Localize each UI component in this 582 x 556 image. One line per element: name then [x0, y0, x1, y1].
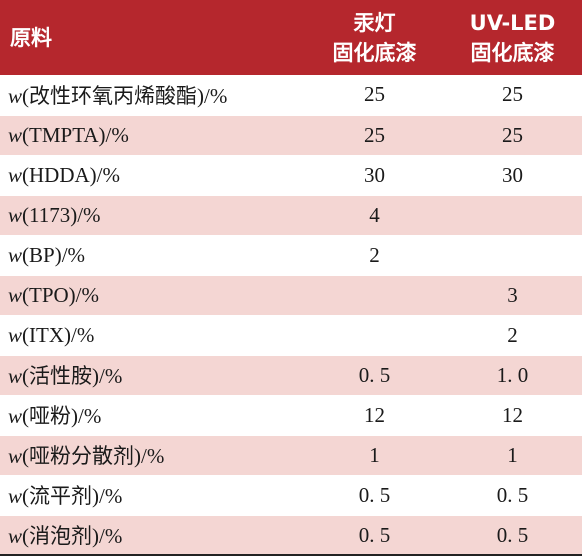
mercury-value: 25	[306, 75, 443, 116]
mercury-value: 25	[306, 115, 443, 156]
row-name: (活性胺)/%	[22, 364, 123, 388]
uvled-value: 25	[443, 75, 582, 116]
row-name: (哑粉分散剂)/%	[22, 444, 165, 468]
row-name: (1173)/%	[22, 202, 101, 227]
mercury-value: 1	[306, 435, 443, 476]
table-row: w(流平剂)/% 0. 5 0. 5	[0, 475, 582, 516]
mercury-value: 4	[306, 195, 443, 236]
uvled-value: 3	[443, 275, 582, 316]
header-uv-led-primer: UV-LED 固化底漆	[443, 0, 582, 75]
row-label: w(TPO)/%	[0, 275, 306, 316]
row-name: (TMPTA)/%	[22, 122, 129, 147]
mercury-value	[306, 275, 443, 316]
uvled-value	[443, 235, 582, 276]
row-label: w(消泡剂)/%	[0, 515, 306, 556]
row-name: (BP)/%	[22, 242, 86, 267]
mercury-value: 12	[306, 395, 443, 436]
uvled-value	[443, 195, 582, 236]
mass-fraction-symbol: w	[8, 524, 23, 548]
uvled-value: 2	[443, 315, 582, 356]
mass-fraction-symbol: w	[8, 364, 23, 388]
mass-fraction-symbol: w	[8, 83, 23, 108]
mass-fraction-symbol: w	[8, 202, 23, 227]
row-label: w(活性胺)/%	[0, 355, 306, 396]
uvled-value: 0. 5	[443, 515, 582, 556]
row-name: (HDDA)/%	[22, 162, 120, 187]
row-name: (流平剂)/%	[22, 484, 123, 508]
mass-fraction-symbol: w	[8, 162, 23, 187]
row-label: w(1173)/%	[0, 195, 306, 236]
table-bottom-rule	[0, 554, 582, 556]
uvled-value: 1. 0	[443, 355, 582, 396]
row-name: (哑粉)/%	[22, 404, 102, 428]
mass-fraction-symbol: w	[8, 444, 23, 468]
row-name: (消泡剂)/%	[22, 524, 123, 548]
row-label: w(哑粉)/%	[0, 395, 306, 436]
row-label: w(流平剂)/%	[0, 475, 306, 516]
uvled-value: 25	[443, 115, 582, 156]
table-row: w(改性环氧丙烯酸酯)/% 25 25	[0, 75, 582, 116]
mercury-value: 0. 5	[306, 515, 443, 556]
mass-fraction-symbol: w	[8, 484, 23, 508]
header-row: 原料 汞灯 固化底漆 UV-LED 固化底漆	[0, 0, 582, 75]
table-row: w(TMPTA)/% 25 25	[0, 115, 582, 156]
header-uv-led-line1: UV-LED	[469, 10, 556, 35]
mass-fraction-symbol: w	[8, 242, 23, 267]
row-label: w(哑粉分散剂)/%	[0, 435, 306, 476]
row-name: (ITX)/%	[22, 322, 95, 347]
table-row: w(HDDA)/% 30 30	[0, 155, 582, 196]
header-mercury-lamp-line1: 汞灯	[353, 10, 396, 35]
header-raw-material: 原料	[10, 25, 52, 50]
uvled-value: 0. 5	[443, 475, 582, 516]
mercury-value: 0. 5	[306, 475, 443, 516]
row-label: w(ITX)/%	[0, 315, 306, 356]
uvled-value: 1	[443, 435, 582, 476]
row-label: w(BP)/%	[0, 235, 306, 276]
row-name: (TPO)/%	[22, 282, 100, 307]
mercury-value	[306, 315, 443, 356]
mass-fraction-symbol: w	[8, 122, 23, 147]
table-row: w(ITX)/% 2	[0, 315, 582, 356]
table-header: 原料 汞灯 固化底漆 UV-LED 固化底漆	[0, 0, 582, 75]
table-row: w(TPO)/% 3	[0, 275, 582, 316]
table-row: w(哑粉)/% 12 12	[0, 395, 582, 436]
row-label: w(TMPTA)/%	[0, 115, 306, 156]
row-name: (改性环氧丙烯酸酯)/%	[22, 83, 228, 108]
header-mercury-lamp-primer: 汞灯 固化底漆	[306, 0, 443, 75]
header-mercury-lamp-line2: 固化底漆	[332, 40, 417, 65]
row-label: w(HDDA)/%	[0, 155, 306, 196]
table-row: w(BP)/% 2	[0, 235, 582, 276]
table-row: w(1173)/% 4	[0, 195, 582, 236]
mass-fraction-symbol: w	[8, 404, 23, 428]
uvled-value: 30	[443, 155, 582, 196]
table-row: w(消泡剂)/% 0. 5 0. 5	[0, 515, 582, 556]
mercury-value: 0. 5	[306, 355, 443, 396]
mercury-value: 2	[306, 235, 443, 276]
table-row: w(哑粉分散剂)/% 1 1	[0, 435, 582, 476]
mercury-value: 30	[306, 155, 443, 196]
mass-fraction-symbol: w	[8, 282, 23, 307]
uvled-value: 12	[443, 395, 582, 436]
mass-fraction-symbol: w	[8, 322, 23, 347]
row-label: w(改性环氧丙烯酸酯)/%	[0, 75, 306, 116]
header-uv-led-line2: 固化底漆	[470, 40, 555, 65]
table-row: w(活性胺)/% 0. 5 1. 0	[0, 355, 582, 396]
